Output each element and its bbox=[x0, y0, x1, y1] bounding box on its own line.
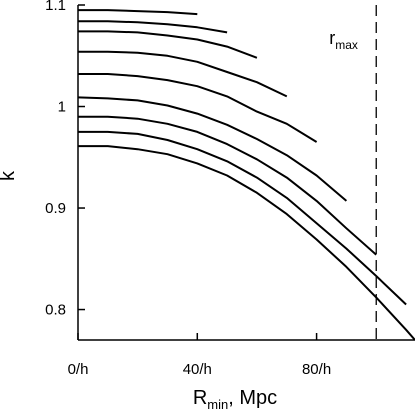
x-axis-title-sub: min bbox=[207, 397, 228, 412]
x-axis-title: Rmin, Mpc bbox=[193, 387, 277, 412]
annotations: rmax bbox=[329, 5, 377, 340]
series-line-1 bbox=[78, 9, 198, 16]
rmax-label-main: r bbox=[329, 28, 335, 48]
y-tick-label-3: 1.1 bbox=[45, 0, 66, 14]
x-tick-label-0: 0/h bbox=[68, 361, 89, 378]
series-line-5 bbox=[78, 73, 318, 143]
x-tick-label-2: 80/h bbox=[302, 361, 331, 378]
series-line-3 bbox=[78, 30, 258, 59]
series-line-2 bbox=[78, 20, 228, 34]
x-axis-title-main: R bbox=[193, 387, 207, 409]
y-tick-label-2: 1 bbox=[58, 99, 66, 116]
series-line-7 bbox=[78, 115, 377, 256]
x-axis-title-rest: , Mpc bbox=[228, 387, 277, 409]
rmax-label: rmax bbox=[329, 28, 358, 52]
ticks: 0.8 0.9 1 1.1 0/h 40/h 80/h bbox=[45, 0, 331, 378]
x-tick-label-1: 40/h bbox=[183, 361, 212, 378]
y-axis-title: k bbox=[0, 170, 19, 181]
series-line-4 bbox=[78, 50, 288, 98]
series-line-6 bbox=[77, 96, 348, 202]
axes bbox=[77, 5, 415, 341]
series-group bbox=[77, 9, 415, 341]
y-tick-label-0: 0.8 bbox=[45, 302, 66, 319]
rmax-label-sub: max bbox=[335, 38, 358, 52]
series-line-8 bbox=[78, 130, 407, 306]
y-tick-label-1: 0.9 bbox=[45, 200, 66, 217]
